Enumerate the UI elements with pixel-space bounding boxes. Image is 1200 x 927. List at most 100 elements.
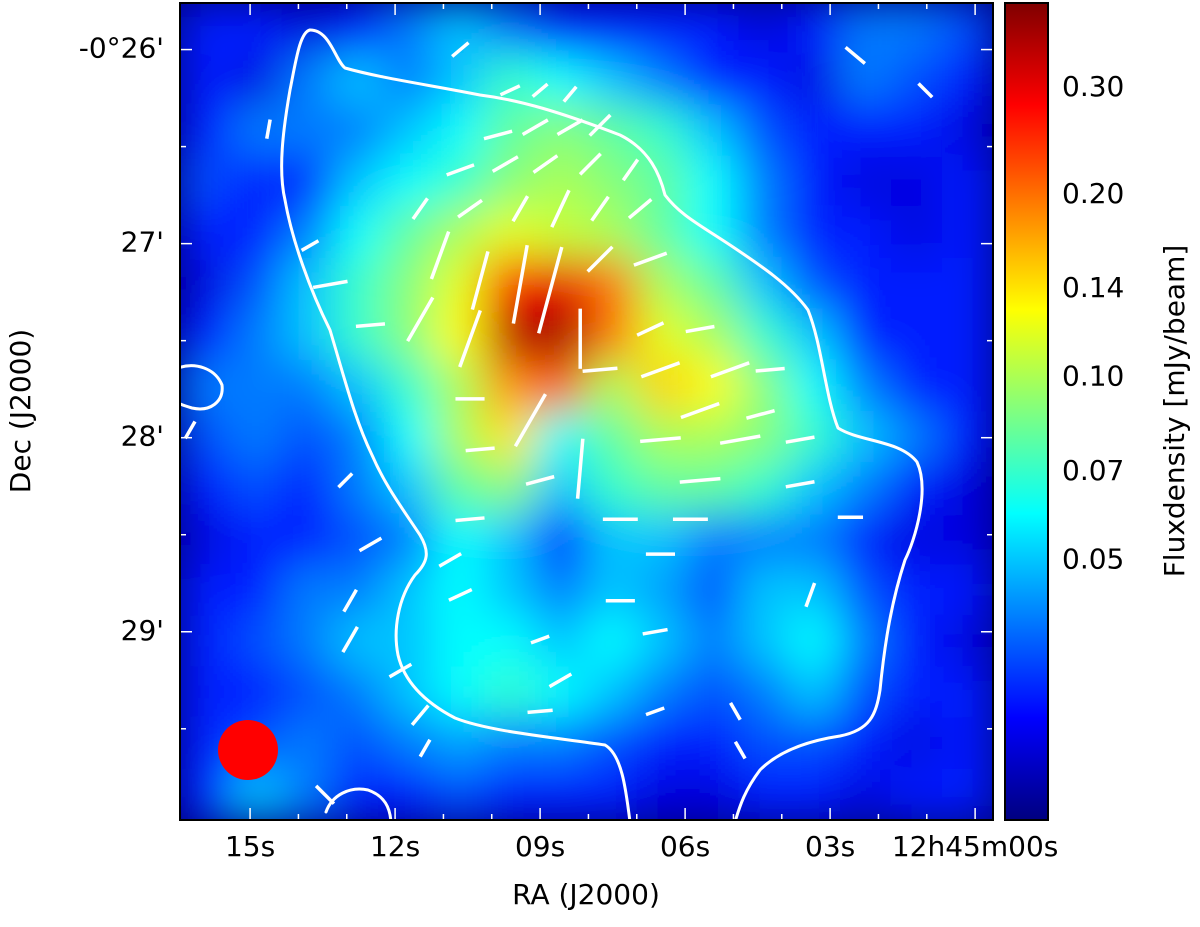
- heat-cell: [789, 717, 842, 770]
- y-tick-label: 27': [121, 226, 164, 259]
- heat-cell: [586, 666, 638, 719]
- heat-cell: [941, 513, 993, 566]
- heat-cell: [535, 717, 587, 770]
- colorbar-tick-label: 0.20: [1062, 177, 1124, 210]
- heat-cell: [687, 411, 740, 464]
- heat-cell: [890, 3, 943, 55]
- heat-cell: [331, 155, 384, 208]
- polarization-vector: [511, 195, 530, 223]
- heat-cell: [941, 53, 993, 106]
- heat-cell: [382, 308, 435, 361]
- polarization-vector: [719, 434, 761, 445]
- heat-cell: [484, 155, 537, 208]
- heat-cell: [840, 3, 892, 55]
- heat-cell: [535, 359, 587, 412]
- heat-cell: [890, 155, 943, 208]
- polarization-vector: [341, 626, 359, 654]
- polarization-vector: [729, 702, 742, 721]
- polarization-vector: [680, 401, 720, 420]
- heat-cell: [433, 257, 486, 310]
- heat-cell: [484, 308, 537, 361]
- polarization-vector: [590, 195, 610, 222]
- heat-cell: [840, 206, 892, 259]
- polarization-vector: [406, 296, 435, 343]
- polarization-vector: [685, 324, 715, 334]
- heat-cell: [738, 615, 791, 668]
- heat-cell: [941, 308, 993, 361]
- heat-cell: [331, 666, 384, 719]
- heat-cell: [180, 615, 232, 668]
- heat-cell: [281, 564, 333, 617]
- heat-cell: [890, 53, 943, 106]
- heat-cell: [535, 615, 587, 668]
- heat-cell: [230, 359, 283, 412]
- heat-cell: [382, 104, 435, 157]
- contours: [180, 28, 924, 820]
- polarization-vector: [621, 158, 640, 182]
- heat-cell: [636, 768, 689, 820]
- heat-cell: [180, 3, 232, 55]
- heat-cell: [180, 666, 232, 719]
- heat-cell: [738, 104, 791, 157]
- polarization-vector: [582, 366, 618, 374]
- heat-cell: [281, 411, 333, 464]
- polarization-vector: [521, 118, 549, 136]
- heat-cell: [941, 206, 993, 259]
- heat-cell: [484, 462, 537, 515]
- heat-cell: [789, 155, 842, 208]
- x-tick-label: 12s: [370, 830, 420, 863]
- contour: [324, 787, 393, 820]
- heat-cell: [230, 155, 283, 208]
- heat-cell: [840, 462, 892, 515]
- heat-cell: [840, 359, 892, 412]
- heat-cell: [687, 104, 740, 157]
- heat-cell: [484, 564, 537, 617]
- heat-cell: [382, 206, 435, 259]
- heat-cell: [636, 666, 689, 719]
- heat-cell: [636, 411, 689, 464]
- heat-cell: [180, 308, 232, 361]
- heat-cell: [890, 666, 943, 719]
- heat-cell: [586, 411, 638, 464]
- heat-cell: [789, 615, 842, 668]
- heat-cell: [738, 768, 791, 820]
- heat-cell: [281, 206, 333, 259]
- heat-cell: [789, 359, 842, 412]
- heat-cell: [230, 462, 283, 515]
- heat-cell: [789, 104, 842, 157]
- heat-cell: [890, 462, 943, 515]
- heat-cell: [586, 53, 638, 106]
- heat-cell: [382, 564, 435, 617]
- polarization-vector: [586, 245, 614, 273]
- heat-cell: [586, 462, 638, 515]
- polarization-vector: [511, 244, 529, 324]
- heat-cell: [789, 206, 842, 259]
- polarization-vector: [527, 708, 553, 715]
- heat-cell: [789, 768, 842, 820]
- heat-cell: [433, 359, 486, 412]
- heat-cell: [840, 768, 892, 820]
- polarization-vector: [458, 309, 482, 368]
- x-tick-label: 09s: [515, 830, 565, 863]
- polarization-vector: [679, 476, 721, 484]
- heat-cell: [331, 3, 384, 55]
- heat-cell: [840, 666, 892, 719]
- polarization-vector: [627, 198, 653, 220]
- heat-cell: [636, 155, 689, 208]
- heatmap: [180, 3, 993, 820]
- y-tick-label: -0°26': [79, 32, 164, 65]
- heat-cell: [180, 257, 232, 310]
- heat-cell: [281, 155, 333, 208]
- heat-cell: [230, 615, 283, 668]
- heat-cell: [433, 104, 486, 157]
- heat-cell: [789, 564, 842, 617]
- heat-cell: [382, 257, 435, 310]
- polarization-vector: [513, 393, 547, 448]
- heat-cell: [281, 513, 333, 566]
- heat-cell: [433, 768, 486, 820]
- heat-cell: [433, 155, 486, 208]
- heat-cell: [382, 666, 435, 719]
- heat-cell: [890, 257, 943, 310]
- heat-cell: [535, 564, 587, 617]
